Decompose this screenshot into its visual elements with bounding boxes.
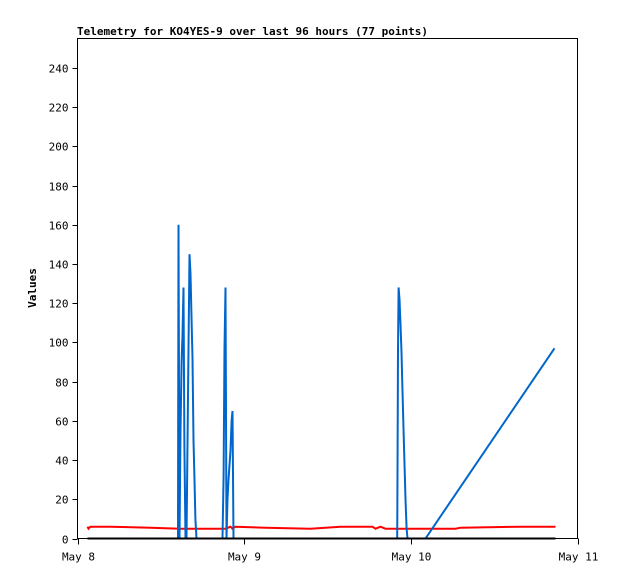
- y-tick-label: 240: [49, 63, 69, 76]
- y-tick-label: 80: [55, 377, 68, 390]
- x-tick-label: May 9: [228, 551, 261, 564]
- y-axis-label: Values: [26, 268, 39, 308]
- chart-title: Telemetry for KO4YES-9 over last 96 hour…: [77, 25, 428, 38]
- x-tick-label: May 11: [559, 551, 599, 564]
- series-line-1: [177, 224, 556, 540]
- plot-frame: [77, 38, 578, 539]
- y-tick-label: 220: [49, 102, 69, 115]
- y-tick-label: 40: [55, 455, 68, 468]
- y-tick-label: 140: [49, 259, 69, 272]
- y-tick-label: 120: [49, 298, 69, 311]
- series-line-0: [86, 525, 556, 531]
- y-tick-label: 100: [49, 337, 69, 350]
- x-tick-label: May 8: [62, 551, 95, 564]
- y-tick-label: 0: [62, 534, 69, 547]
- y-tick-label: 180: [49, 181, 69, 194]
- y-tick-label: 20: [55, 494, 68, 507]
- y-tick-label: 200: [49, 141, 69, 154]
- y-tick-label: 160: [49, 220, 69, 233]
- y-tick-label: 60: [55, 416, 68, 429]
- x-tick-label: May 10: [392, 551, 432, 564]
